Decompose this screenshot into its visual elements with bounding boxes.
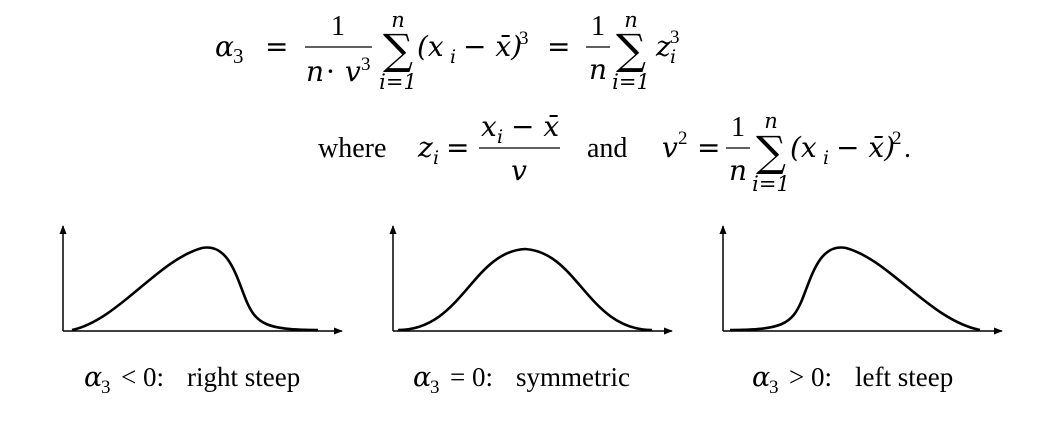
def-term-rest: − x̄) (836, 131, 895, 164)
def-equals: = (446, 131, 469, 164)
caption-relation: < 0: (121, 362, 164, 392)
density-curve (397, 247, 653, 332)
caption-description: left steep (855, 362, 953, 392)
z-symbol: z (655, 30, 671, 63)
def-term-open: (x (790, 131, 817, 164)
fraction1-numerator: 1 (331, 11, 345, 42)
equals-sign-2: = (547, 30, 570, 63)
sum1-symbol: ∑ (383, 25, 413, 74)
fraction1-den-n: n (306, 55, 324, 88)
caption-alpha-subscript: 3 (101, 377, 111, 398)
fraction1-den-exponent: 3 (361, 54, 371, 75)
term1-exponent: 3 (519, 28, 529, 49)
plot-positive-skew: α 3 > 0: left steep (719, 225, 1003, 398)
fraction2-numerator: 1 (591, 11, 605, 42)
def-z-subscript: i (433, 147, 439, 169)
def-v: v (662, 131, 678, 164)
z-exponent: 3 (670, 27, 680, 48)
def-term-subscript: i (823, 147, 829, 169)
def-frac-num-subscript: i (497, 126, 503, 148)
term1-subscript: i (450, 46, 456, 68)
def-equals-2: = (697, 131, 720, 164)
plot1-caption: α 3 < 0: right steep (84, 362, 300, 398)
and-text: and (587, 133, 627, 164)
term1-rest: − x̄) (463, 30, 522, 63)
def-frac2-denominator: n (729, 154, 747, 187)
caption-alpha: α (752, 362, 770, 393)
def-frac-num-rest: − x̄ (511, 110, 559, 143)
z-subscript: i (670, 46, 676, 68)
plot3-caption: α 3 > 0: left steep (752, 362, 953, 398)
def-z: z (417, 131, 433, 164)
def-frac-num-x: x (481, 110, 497, 143)
sum2-upper-limit: n (624, 8, 638, 32)
density-curve (71, 246, 319, 332)
plot-negative-skew: α 3 < 0: right steep (59, 225, 343, 398)
definitions-line: where z i = x i − x̄ v and v 2 = 1 n n ∑… (318, 109, 911, 196)
sum1-upper-limit: n (391, 8, 405, 32)
def-frac-den: v (511, 154, 527, 187)
plot-symmetric: α 3 = 0: symmetric (389, 225, 673, 398)
def-sum-symbol: ∑ (756, 127, 786, 176)
caption-alpha-subscript: 3 (430, 377, 440, 398)
caption-description: symmetric (516, 362, 630, 392)
def-term-exponent: 2 (892, 128, 902, 149)
def-period: . (904, 133, 911, 164)
density-curve (729, 246, 981, 332)
def-v-exponent: 2 (678, 128, 688, 149)
def-frac2-numerator: 1 (731, 112, 745, 143)
fraction2-denominator: n (589, 53, 607, 86)
alpha-subscript: 3 (233, 44, 244, 68)
fraction1-den-dot: · (326, 55, 335, 88)
caption-alpha-subscript: 3 (769, 377, 779, 398)
sum2-symbol: ∑ (616, 25, 646, 74)
caption-relation: > 0: (789, 362, 832, 392)
sum1-lower-limit: i=1 (379, 70, 417, 94)
plot2-caption: α 3 = 0: symmetric (413, 362, 630, 398)
caption-alpha: α (413, 362, 431, 393)
caption-description: right steep (187, 362, 300, 392)
alpha-symbol: α (215, 30, 234, 63)
where-text: where (318, 133, 386, 164)
sum2-lower-limit: i=1 (612, 70, 650, 94)
def-sum-lower-limit: i=1 (752, 172, 790, 196)
skewness-formula: α 3 = 1 n · v 3 n ∑ i=1 (x i − x̄) 3 = 1… (215, 8, 680, 94)
term1-open: (x (417, 30, 444, 63)
def-sum-upper-limit: n (764, 109, 778, 133)
fraction1-den-v: v (345, 55, 361, 88)
equals-sign: = (265, 30, 288, 63)
caption-relation: = 0: (450, 362, 493, 392)
caption-alpha: α (84, 362, 102, 393)
